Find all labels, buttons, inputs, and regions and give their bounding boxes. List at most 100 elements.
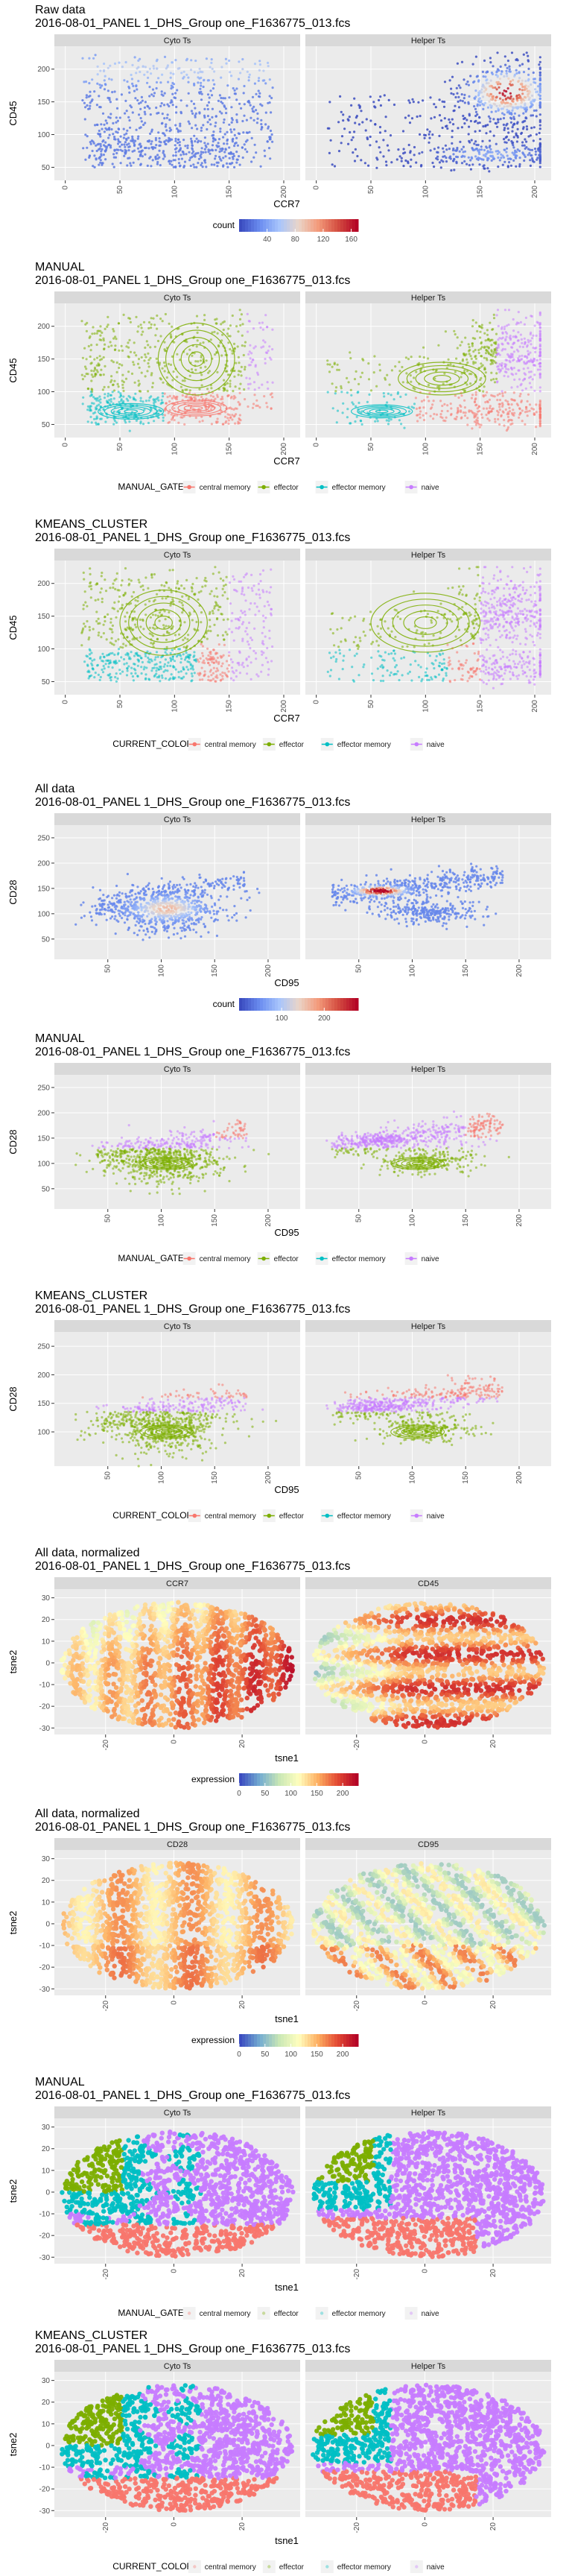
data-point (165, 678, 167, 680)
data-point (246, 119, 248, 121)
data-point (124, 100, 127, 102)
data-point (112, 133, 114, 135)
data-point (413, 402, 416, 405)
data-point (349, 357, 352, 359)
data-point (497, 338, 499, 341)
data-point (194, 369, 197, 371)
data-point (194, 629, 197, 631)
colorbar-segment (331, 219, 335, 232)
data-point (226, 139, 228, 142)
data-point (223, 639, 225, 641)
data-point (452, 149, 454, 151)
data-point (105, 148, 107, 150)
data-point (269, 137, 271, 139)
data-point (135, 72, 137, 74)
data-point (435, 157, 437, 160)
data-point (104, 88, 106, 90)
data-point (112, 423, 115, 426)
data-point (404, 394, 407, 396)
data-point (450, 407, 452, 409)
data-point (516, 402, 518, 405)
data-point (171, 673, 173, 675)
data-point (106, 122, 108, 124)
data-point (506, 75, 508, 77)
data-point (216, 617, 218, 619)
data-point (126, 611, 128, 613)
data-point (144, 375, 147, 377)
data-point (393, 660, 395, 662)
data-point (258, 593, 261, 596)
data-point (206, 128, 208, 130)
data-point (518, 77, 521, 79)
data-point (383, 395, 385, 397)
data-point (468, 353, 471, 355)
facet-label: Cyto Ts (164, 551, 191, 560)
data-point (156, 667, 158, 669)
data-point (201, 384, 203, 386)
data-point (117, 638, 119, 640)
data-point (216, 596, 218, 598)
data-point (137, 148, 139, 150)
data-point (134, 140, 136, 142)
data-point (539, 148, 541, 150)
data-point (474, 420, 476, 423)
data-point (164, 414, 166, 416)
data-point (127, 136, 130, 139)
data-point (185, 666, 188, 668)
data-point (410, 374, 412, 376)
data-point (184, 637, 186, 639)
data-point (494, 381, 496, 383)
colorbar-segment (308, 219, 311, 232)
data-point (255, 652, 257, 654)
data-point (126, 667, 128, 669)
data-point (537, 368, 539, 370)
data-point (264, 636, 267, 638)
data-point (407, 99, 410, 101)
data-point (169, 162, 171, 165)
data-point (504, 64, 506, 66)
data-point (174, 165, 177, 168)
data-point (527, 74, 530, 76)
data-point (133, 654, 136, 657)
data-point (258, 80, 260, 82)
data-point (103, 63, 105, 65)
data-point (137, 665, 139, 667)
data-point (212, 672, 214, 675)
data-point (98, 631, 100, 634)
data-point (185, 388, 188, 391)
data-point (394, 652, 396, 654)
data-point (460, 405, 462, 408)
data-point (509, 92, 512, 95)
data-point (521, 400, 523, 402)
data-point (130, 667, 133, 669)
data-point (223, 151, 226, 153)
data-point (529, 106, 531, 108)
x-tick-label: 50 (116, 700, 124, 709)
data-point (133, 90, 136, 92)
data-point (82, 607, 84, 610)
data-point (471, 358, 473, 360)
data-point (471, 411, 473, 413)
data-point (124, 620, 127, 622)
data-point (465, 353, 467, 356)
data-point (270, 394, 272, 396)
data-point (200, 611, 203, 613)
data-point (123, 143, 125, 145)
data-point (240, 107, 242, 110)
data-point (169, 127, 171, 129)
data-point (183, 76, 185, 78)
data-point (143, 321, 145, 323)
data-point (493, 597, 495, 599)
data-point (200, 590, 202, 593)
data-point (448, 148, 451, 150)
data-point (207, 151, 209, 153)
data-point (514, 400, 516, 402)
data-point (494, 395, 496, 397)
data-point (200, 140, 202, 142)
data-point (484, 125, 486, 127)
data-point (518, 417, 520, 419)
data-point (533, 126, 536, 128)
data-point (471, 139, 473, 141)
data-point (260, 123, 262, 125)
data-point (104, 151, 107, 153)
